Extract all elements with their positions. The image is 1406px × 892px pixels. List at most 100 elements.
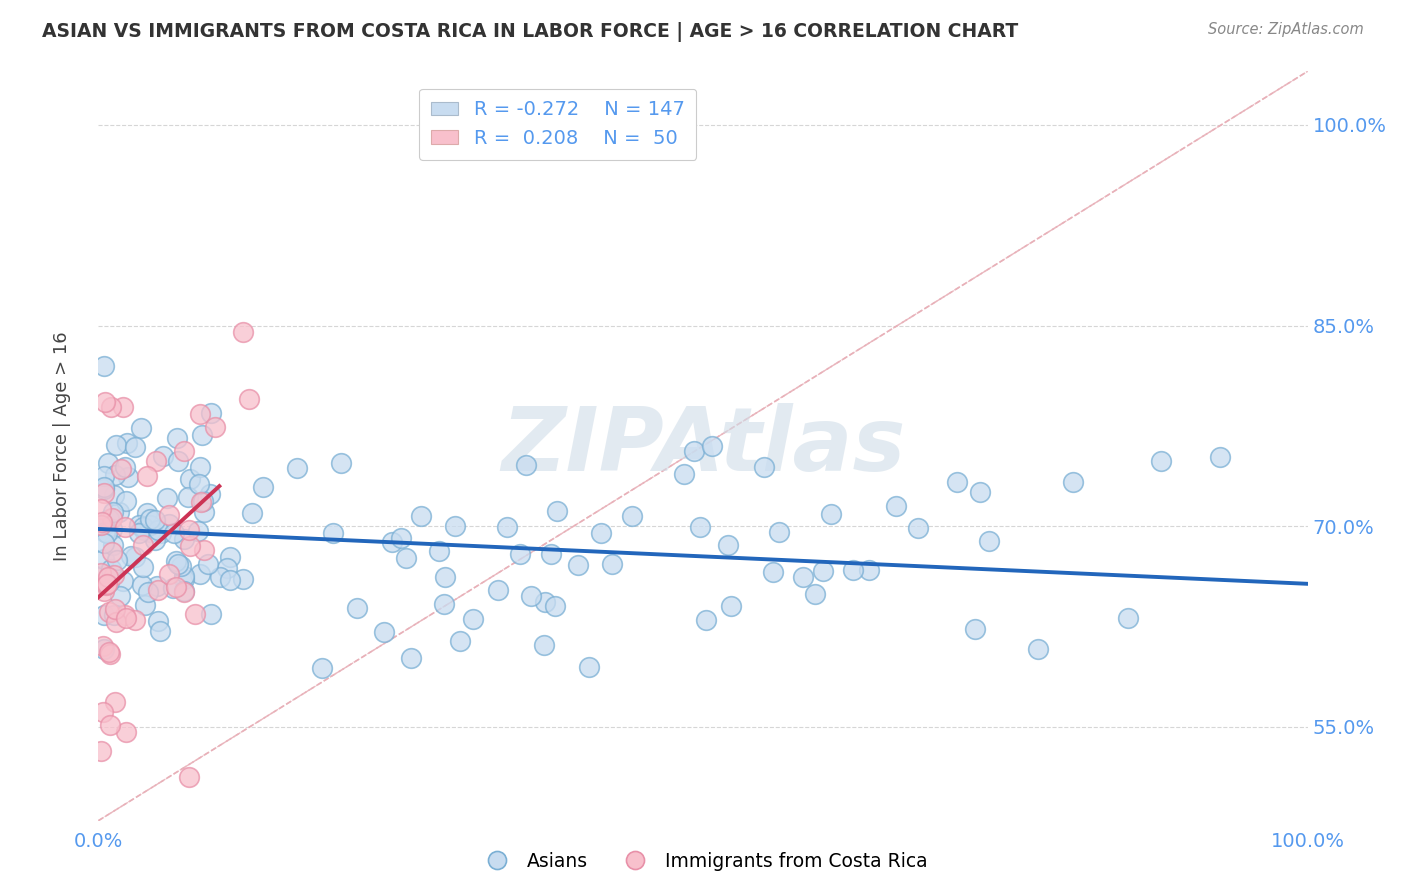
Point [1026, 642, 1049, 657]
Point [444, 519, 467, 533]
Point [672, 467, 695, 481]
Point [166, 431, 188, 445]
Point [111, 574, 134, 588]
Point [427, 543, 450, 558]
Point [621, 508, 644, 523]
Point [589, 525, 612, 540]
Point [103, 568, 125, 582]
Point [98, 718, 121, 732]
Point [97, 570, 120, 584]
Point [148, 523, 170, 537]
Point [107, 505, 129, 519]
Point [97, 456, 120, 470]
Point [90, 518, 112, 533]
Point [811, 564, 834, 578]
Point [135, 469, 157, 483]
Point [232, 326, 254, 340]
Point [544, 599, 567, 613]
Point [97, 645, 120, 659]
Point [720, 599, 742, 613]
Point [146, 579, 169, 593]
Point [128, 518, 150, 533]
Point [322, 526, 344, 541]
Point [156, 491, 179, 505]
Point [540, 548, 562, 562]
Point [600, 558, 623, 572]
Point [179, 472, 201, 486]
Point [124, 549, 146, 564]
Point [1062, 475, 1084, 489]
Point [138, 525, 160, 540]
Point [93, 482, 115, 496]
Point [100, 522, 122, 536]
Point [546, 504, 568, 518]
Point [969, 485, 991, 500]
Point [93, 584, 115, 599]
Point [533, 639, 555, 653]
Point [945, 475, 967, 489]
Point [90, 744, 112, 758]
Point [93, 567, 115, 582]
Point [108, 590, 131, 604]
Point [114, 520, 136, 534]
Point [177, 770, 200, 784]
Point [100, 545, 122, 559]
Point [534, 595, 557, 609]
Point [93, 518, 115, 533]
Point [166, 557, 188, 571]
Point [128, 525, 150, 540]
Point [124, 613, 146, 627]
Point [373, 625, 395, 640]
Point [104, 695, 127, 709]
Point [311, 661, 333, 675]
Point [132, 523, 155, 537]
Point [391, 532, 413, 546]
Point [193, 542, 215, 557]
Point [884, 499, 907, 513]
Point [94, 525, 117, 540]
Point [200, 406, 222, 420]
Point [346, 601, 368, 615]
Point [173, 533, 195, 547]
Point [93, 551, 115, 566]
Point [132, 538, 155, 552]
Point [682, 443, 704, 458]
Point [198, 486, 221, 500]
Point [495, 520, 517, 534]
Point [100, 562, 122, 576]
Point [762, 565, 785, 579]
Y-axis label: In Labor Force | Age > 16: In Labor Force | Age > 16 [52, 331, 70, 561]
Point [1150, 454, 1173, 468]
Point [509, 548, 531, 562]
Point [100, 400, 122, 414]
Point [162, 581, 184, 595]
Point [114, 608, 136, 623]
Point [179, 539, 201, 553]
Point [173, 584, 195, 599]
Point [232, 572, 254, 586]
Point [115, 611, 138, 625]
Point [188, 407, 211, 421]
Point [139, 517, 162, 532]
Point [179, 523, 201, 537]
Point [97, 605, 120, 619]
Point [91, 705, 114, 719]
Legend: Asians, Immigrants from Costa Rica: Asians, Immigrants from Costa Rica [471, 844, 935, 878]
Point [139, 512, 162, 526]
Point [103, 607, 125, 622]
Point [184, 607, 207, 622]
Point [162, 525, 184, 540]
Point [165, 554, 187, 568]
Point [695, 613, 717, 627]
Point [117, 470, 139, 484]
Point [96, 525, 118, 540]
Point [129, 421, 152, 435]
Point [190, 495, 212, 509]
Point [395, 551, 418, 566]
Point [449, 634, 471, 648]
Point [842, 563, 865, 577]
Point [105, 615, 128, 630]
Point [101, 511, 124, 525]
Point [94, 395, 117, 409]
Point [1209, 450, 1232, 464]
